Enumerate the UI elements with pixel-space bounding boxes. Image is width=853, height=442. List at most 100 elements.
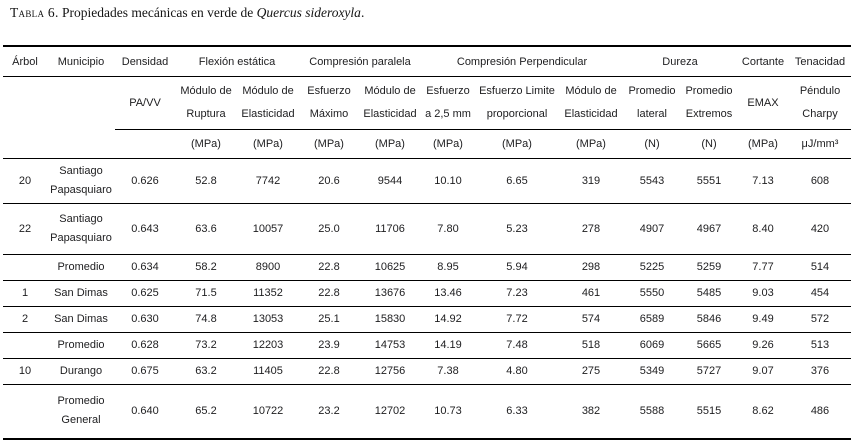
data-cell: 0.628 xyxy=(115,332,175,359)
subheader-row: PA/VV Módulo de Ruptura Módulo de Elasti… xyxy=(3,77,851,130)
data-cell: 22.8 xyxy=(299,280,359,307)
unit-cell: (MPa) xyxy=(421,129,475,159)
group-header-cell: Dureza xyxy=(623,45,737,77)
unit-cell: (MPa) xyxy=(559,129,623,159)
subheader-cell: Esfuerzo a 2,5 mm xyxy=(425,85,471,120)
subheader-cell: Módulo de Ruptura xyxy=(180,85,232,120)
data-cell: Promedio General xyxy=(47,384,115,440)
data-cell: 10.10 xyxy=(421,158,475,204)
group-header-row: Árbol Municipio Densidad Flexión estátic… xyxy=(3,45,851,77)
data-cell: 10625 xyxy=(359,254,421,281)
data-cell: 9.07 xyxy=(737,358,789,385)
unit-cell: (N) xyxy=(623,129,681,159)
data-cell: 9.03 xyxy=(737,280,789,307)
subheader-cell: Péndulo Charpy xyxy=(799,85,841,120)
data-cell: 65.2 xyxy=(175,384,237,440)
data-cell: 0.634 xyxy=(115,254,175,281)
data-cell: 23.2 xyxy=(299,384,359,440)
data-cell: 4907 xyxy=(623,203,681,255)
data-cell: 63.2 xyxy=(175,358,237,385)
data-cell: 5543 xyxy=(623,158,681,204)
data-cell xyxy=(3,254,47,281)
unit-cell: (MPa) xyxy=(359,129,421,159)
data-cell: 73.2 xyxy=(175,332,237,359)
data-cell: 0.630 xyxy=(115,306,175,333)
data-cell: 7.48 xyxy=(475,332,559,359)
data-cell: 7.72 xyxy=(475,306,559,333)
data-cell: 6.33 xyxy=(475,384,559,440)
table-row: 20 Santiago Papasquiaro 0.626 52.8 7742 … xyxy=(3,158,851,204)
data-cell: 0.625 xyxy=(115,280,175,307)
table-row: Promedio 0.628 73.2 12203 23.9 14753 14.… xyxy=(3,332,851,359)
data-cell: 25.0 xyxy=(299,203,359,255)
subheader-cell: Módulo de Elasticidad xyxy=(363,85,417,120)
subheader-cell: Promedio lateral xyxy=(628,85,676,120)
data-cell: 12702 xyxy=(359,384,421,440)
data-cell: 8.95 xyxy=(421,254,475,281)
data-cell: 461 xyxy=(559,280,623,307)
data-cell: 5846 xyxy=(681,306,737,333)
data-cell: 5.23 xyxy=(475,203,559,255)
data-cell: 7742 xyxy=(237,158,299,204)
subheader-cell: Módulo de Elasticidad xyxy=(564,85,618,120)
data-cell: San Dimas xyxy=(47,306,115,333)
unit-cell: (MPa) xyxy=(175,129,237,159)
unit-cell: μJ/mm³ xyxy=(789,129,851,159)
data-cell: Promedio xyxy=(47,332,115,359)
data-cell: 6.65 xyxy=(475,158,559,204)
data-cell: 5727 xyxy=(681,358,737,385)
data-cell: 12203 xyxy=(237,332,299,359)
table-caption-species: Quercus sideroxyla xyxy=(256,5,361,20)
data-cell: 298 xyxy=(559,254,623,281)
subheader-cell: Esfuerzo Máximo xyxy=(307,85,351,120)
data-cell: 22.8 xyxy=(299,254,359,281)
data-cell: 574 xyxy=(559,306,623,333)
group-header-cell: Compresión paralela xyxy=(299,45,421,77)
data-cell: 22 xyxy=(3,203,47,255)
data-cell: 5515 xyxy=(681,384,737,440)
data-cell: 0.643 xyxy=(115,203,175,255)
data-cell: 0.640 xyxy=(115,384,175,440)
data-cell: 14.19 xyxy=(421,332,475,359)
data-cell: 22.8 xyxy=(299,358,359,385)
mechanical-properties-table: Árbol Municipio Densidad Flexión estátic… xyxy=(3,45,851,440)
data-cell: 7.80 xyxy=(421,203,475,255)
data-cell: 14.92 xyxy=(421,306,475,333)
data-cell: 5550 xyxy=(623,280,681,307)
subheader-cell: EMAX xyxy=(747,96,779,109)
data-cell: 278 xyxy=(559,203,623,255)
data-cell: 63.6 xyxy=(175,203,237,255)
table-row: Promedio 0.634 58.2 8900 22.8 10625 8.95… xyxy=(3,254,851,281)
data-cell: 7.23 xyxy=(475,280,559,307)
group-header-cell: Cortante xyxy=(737,45,789,77)
table-row: 10 Durango 0.675 63.2 11405 22.8 12756 7… xyxy=(3,358,851,385)
data-cell: 20 xyxy=(3,158,47,204)
group-header-cell: Tenacidad xyxy=(789,45,851,77)
data-cell: 454 xyxy=(789,280,851,307)
data-cell: Santiago Papasquiaro xyxy=(47,203,115,255)
data-cell: 2 xyxy=(3,306,47,333)
data-cell: 4967 xyxy=(681,203,737,255)
table-caption: Tabla 6. Propiedades mecánicas en verde … xyxy=(10,5,364,21)
table-row: 2 San Dimas 0.630 74.8 13053 25.1 15830 … xyxy=(3,306,851,333)
data-cell: 608 xyxy=(789,158,851,204)
data-cell xyxy=(3,384,47,440)
data-cell: 4.80 xyxy=(475,358,559,385)
data-cell: 12756 xyxy=(359,358,421,385)
table-caption-text: Propiedades mecánicas en verde de xyxy=(62,5,254,20)
data-cell: 52.8 xyxy=(175,158,237,204)
data-cell: 319 xyxy=(559,158,623,204)
unit-cell: (MPa) xyxy=(737,129,789,159)
data-cell: Promedio xyxy=(47,254,115,281)
data-cell: 7.13 xyxy=(737,158,789,204)
data-cell: Santiago Papasquiaro xyxy=(47,158,115,204)
data-cell: 0.675 xyxy=(115,358,175,385)
data-cell: 5665 xyxy=(681,332,737,359)
subheader-cell: Esfuerzo Limite proporcional xyxy=(479,85,555,120)
data-cell: 6589 xyxy=(623,306,681,333)
data-cell: 5349 xyxy=(623,358,681,385)
data-cell: 13676 xyxy=(359,280,421,307)
data-cell: 5551 xyxy=(681,158,737,204)
data-cell: 9.49 xyxy=(737,306,789,333)
data-cell: 518 xyxy=(559,332,623,359)
